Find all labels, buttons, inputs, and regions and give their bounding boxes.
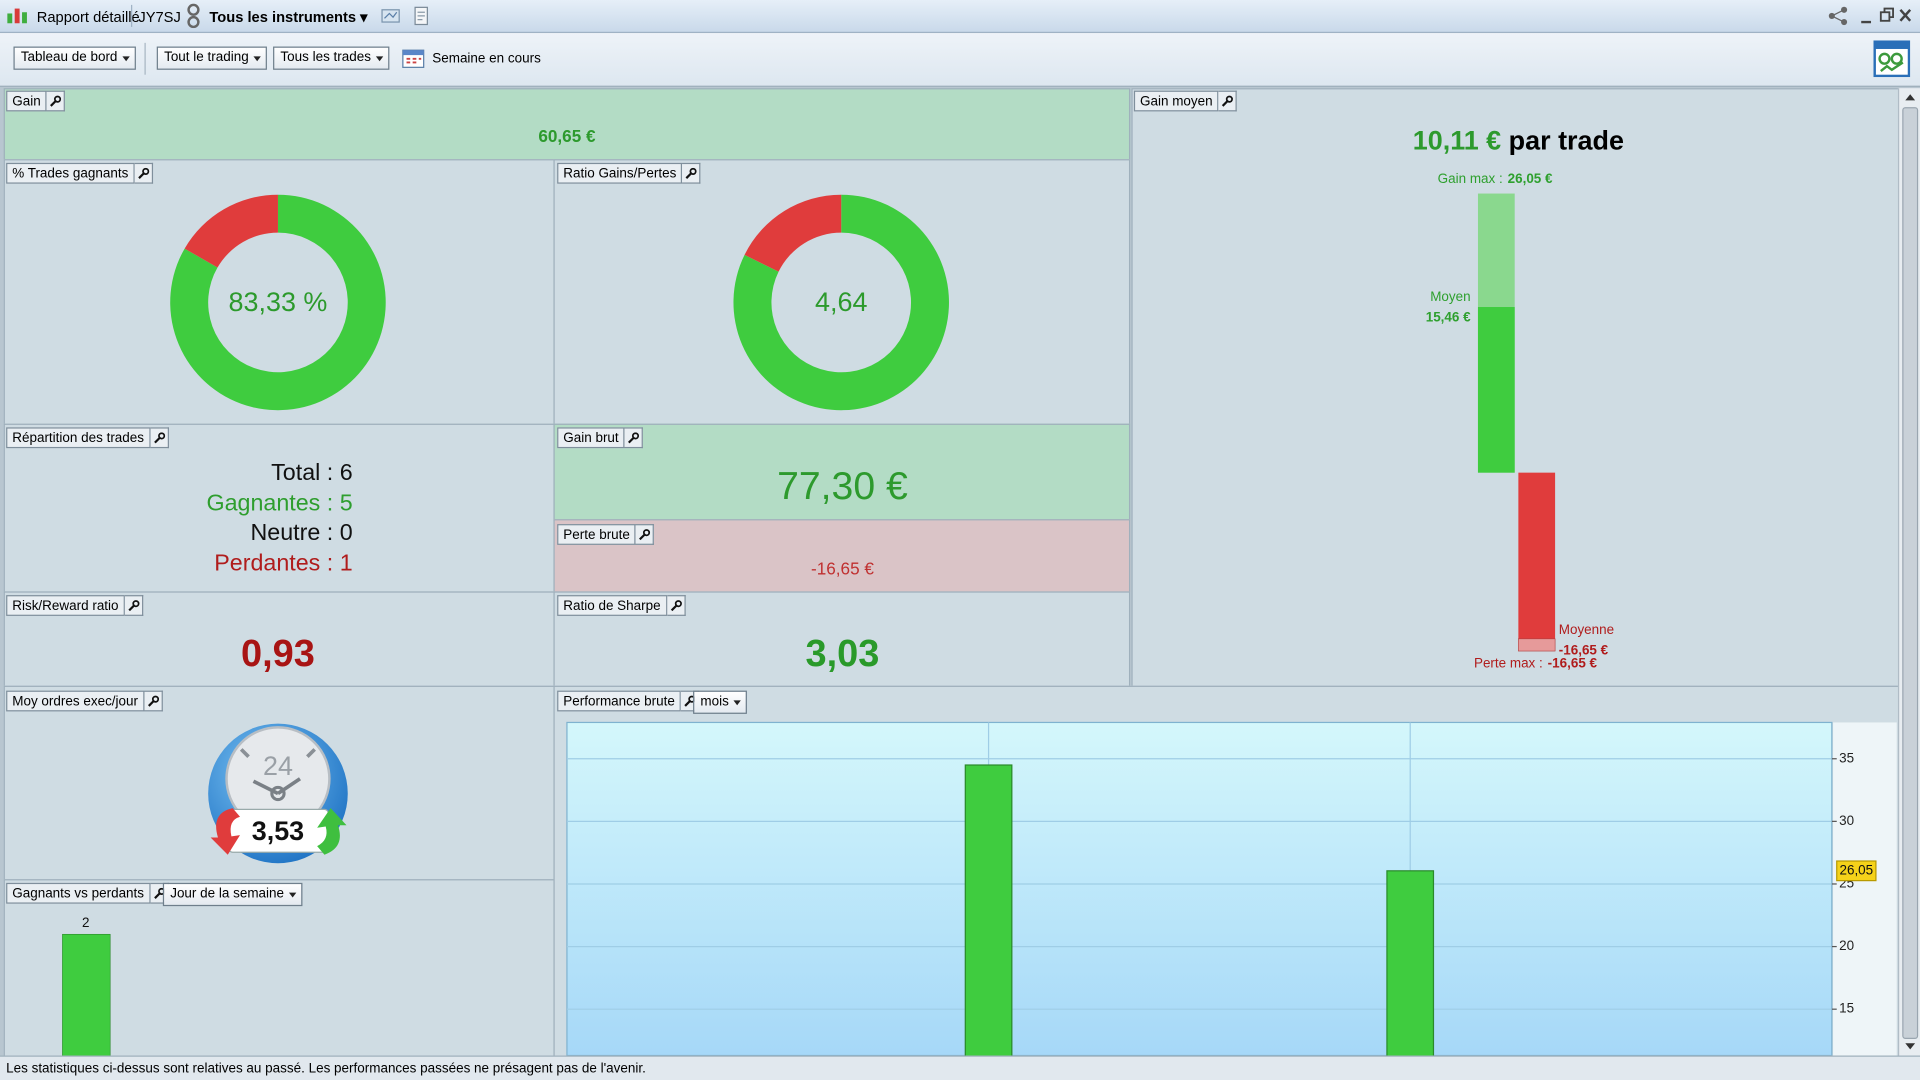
settings-button[interactable] xyxy=(624,427,644,449)
period[interactable]: Semaine en cours xyxy=(432,51,541,67)
panel-title: Performance brute xyxy=(557,690,681,712)
settings-button[interactable] xyxy=(46,90,66,112)
app-icon xyxy=(7,8,27,24)
gross-gain-value: 77,30 € xyxy=(777,463,908,508)
total-line: Total : 6 xyxy=(271,460,353,487)
performance-panel xyxy=(553,685,1900,1078)
panel-title: Ratio de Sharpe xyxy=(557,595,667,616)
account[interactable]: JY7SJ xyxy=(138,8,181,26)
panel-title: Ratio Gains/Pertes xyxy=(557,162,683,184)
panel-tab: Ratio de Sharpe xyxy=(557,595,686,616)
gain-value: 60,65 € xyxy=(538,126,596,146)
trades-dropdown[interactable]: Tous les trades xyxy=(273,46,390,70)
panel-tab: Performance brute xyxy=(557,690,700,712)
settings-button[interactable] xyxy=(144,690,163,712)
gross-loss-value: -16,65 € xyxy=(810,558,874,578)
dropdown-label: Tout le trading xyxy=(164,50,249,65)
toolbar: Tableau de bord Tout le trading Tous les… xyxy=(0,33,1920,87)
panel-tab: Gagnants vs perdants xyxy=(6,882,169,904)
panel-title: Risk/Reward ratio xyxy=(6,595,125,616)
winners-line: Gagnantes : 5 xyxy=(206,491,353,517)
panel-title: % Trades gagnants xyxy=(6,162,135,184)
dropdown-label: Jour de la semaine xyxy=(170,886,285,902)
sharpe-panel: 3,03 xyxy=(553,591,1131,687)
toolbar-icon[interactable] xyxy=(411,6,431,26)
avg-gain-value: 10,11 € xyxy=(1412,124,1502,156)
avg-gain-headline: 10,11 € par trade xyxy=(1413,125,1624,157)
panel-tab: % Trades gagnants xyxy=(6,162,153,184)
separator xyxy=(131,4,133,27)
instrument-label: Tous les instruments xyxy=(209,8,357,26)
separator xyxy=(144,42,146,75)
instrument-selector[interactable]: Tous les instruments ▾ xyxy=(209,8,368,26)
view-dropdown[interactable]: Tableau de bord xyxy=(13,46,136,70)
settings-button[interactable] xyxy=(682,162,701,184)
panel-tab: Gain xyxy=(6,90,66,112)
panel-tab: Gain brut xyxy=(557,427,644,449)
period-dropdown[interactable]: mois xyxy=(693,690,748,714)
dropdown-label: Tous les trades xyxy=(280,50,372,65)
losers-line: Perdantes : 1 xyxy=(214,551,353,577)
panel-tab: Gain moyen xyxy=(1133,90,1238,112)
report-icon[interactable] xyxy=(1873,40,1911,78)
win-rate-panel xyxy=(3,159,555,425)
title-bar: Rapport détaillé JY7SJ Tous les instrume… xyxy=(0,0,1920,34)
panel-title: Gain xyxy=(6,90,47,112)
settings-button[interactable] xyxy=(124,595,144,616)
toolbar-icon[interactable] xyxy=(381,6,401,26)
settings-button[interactable] xyxy=(150,427,169,449)
sharpe-value: 3,03 xyxy=(805,631,880,675)
disclaimer: Les statistiques ci-dessus sont relative… xyxy=(6,1061,646,1077)
scrollbar-parts xyxy=(1902,94,1919,1050)
status-bar: Les statistiques ci-dessus sont relative… xyxy=(0,1055,1920,1080)
avg-gain-suffix: par trade xyxy=(1508,124,1624,156)
avg-gain-panel: 10,11 € par trade xyxy=(1131,88,1900,687)
panel-tab: Risk/Reward ratio xyxy=(6,595,144,616)
panel-title: Perte brute xyxy=(557,524,637,545)
ratio-panel xyxy=(553,159,1131,425)
gain-panel: 60,65 € xyxy=(3,88,1131,161)
calendar-icon[interactable] xyxy=(402,48,426,70)
settings-button[interactable] xyxy=(134,162,153,184)
gross-gain-panel: 77,30 € xyxy=(553,423,1131,521)
dropdown-label: mois xyxy=(700,694,729,709)
panel-tab: Perte brute xyxy=(557,524,655,545)
panel-tab: Moy ordres exec/jour xyxy=(6,690,163,712)
neutral-line: Neutre : 0 xyxy=(250,520,353,547)
win-loss-panel xyxy=(3,879,555,1076)
panel-title: Gagnants vs perdants xyxy=(6,882,151,904)
dropdown-label: Tableau de bord xyxy=(20,50,118,65)
risk-reward-value: 0,93 xyxy=(241,631,315,675)
link-icon[interactable] xyxy=(186,3,201,29)
trading-dropdown[interactable]: Tout le trading xyxy=(156,46,268,70)
settings-button[interactable] xyxy=(1218,90,1238,112)
settings-button[interactable] xyxy=(636,524,655,545)
panel-title: Gain brut xyxy=(557,427,625,449)
panel-title: Gain moyen xyxy=(1133,90,1219,112)
scrollbar[interactable] xyxy=(1897,88,1920,1056)
window-controls[interactable] xyxy=(1827,5,1915,27)
window-title: Rapport détaillé xyxy=(36,8,140,26)
panel-title: Répartition des trades xyxy=(6,427,151,449)
panel-tab: Répartition des trades xyxy=(6,427,169,449)
settings-button[interactable] xyxy=(666,595,686,616)
weekday-dropdown[interactable]: Jour de la semaine xyxy=(162,882,303,907)
orders-panel xyxy=(3,685,555,881)
panel-tab: Ratio Gains/Pertes xyxy=(557,162,701,184)
panel-title: Moy ordres exec/jour xyxy=(6,690,145,712)
